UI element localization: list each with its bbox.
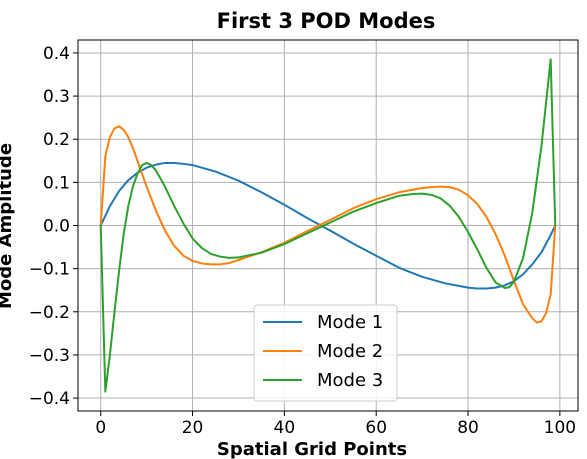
y-tick-label: −0.2	[29, 303, 70, 323]
legend-label-mode-2: Mode 2	[317, 341, 383, 362]
series-line-mode-3	[99, 58, 557, 393]
x-tick-label: 60	[365, 418, 387, 438]
y-tick-label: −0.3	[29, 346, 70, 366]
axis-ticks: 0 20 40 60 80 100 −0.4 −0.3 −0.2 −0.1 0.0 0.1 0.2 0.3…	[29, 44, 576, 438]
legend-label-mode-1: Mode 1	[317, 312, 383, 333]
y-axis-label: Mode Amplitude	[0, 143, 16, 309]
series-lines	[99, 58, 557, 393]
y-tick-label: 0.1	[43, 173, 70, 193]
x-tick-label: 80	[457, 418, 479, 438]
legend-box	[253, 304, 398, 402]
legend: Mode 1 Mode 2 Mode 3	[253, 304, 398, 402]
y-tick-label: 0.4	[43, 44, 70, 64]
chart-title: First 3 POD Modes	[217, 9, 436, 33]
x-axis-label: Spatial Grid Points	[217, 439, 407, 459]
y-tick-label: 0.0	[43, 217, 70, 237]
x-tick-label: 40	[274, 418, 296, 438]
series-line-mode-2	[99, 125, 557, 324]
legend-label-mode-3: Mode 3	[317, 370, 383, 391]
x-tick-label: 0	[95, 418, 106, 438]
y-tick-label: 0.2	[43, 130, 70, 150]
y-tick-label: −0.1	[29, 260, 70, 280]
y-tick-label: 0.3	[43, 87, 70, 107]
y-tick-label: −0.4	[29, 389, 70, 409]
x-tick-label: 20	[182, 418, 204, 438]
series-line-mode-1	[99, 161, 557, 290]
grid	[78, 40, 578, 411]
x-tick-label: 100	[544, 418, 576, 438]
